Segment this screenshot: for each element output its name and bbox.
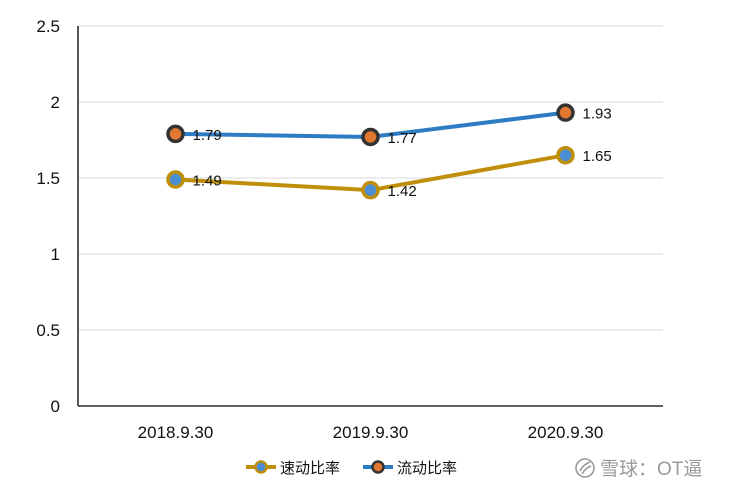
data-label: 1.49 [193,173,222,190]
watermark-text: 雪球：OT逼 [600,458,702,480]
x-tick-labels: 2018.9.30 2019.9.30 2020.9.30 [138,423,604,442]
data-point [361,180,380,200]
data-point [166,170,185,189]
y-tick-labels: 0 0.5 1 1.5 2 2.5 [36,17,60,416]
snowball-logo-icon [575,458,595,478]
data-label: 1.65 [583,148,612,165]
data-point [556,145,575,165]
legend-marker [371,460,385,474]
y-tick-label: 1.5 [36,169,60,188]
data-point [166,124,185,144]
legend-label: 流动比率 [397,460,457,477]
series-layer: 1.49 1.42 1.65 1.79 1.77 1.93 [166,103,612,200]
series-2: 1.79 1.77 1.93 [166,103,612,147]
x-tick-label: 2018.9.30 [138,423,214,442]
data-label: 1.79 [193,127,222,144]
data-label: 1.42 [388,183,417,200]
y-tick-label: 0 [51,397,60,416]
data-point [361,127,380,147]
y-tick-label: 2.5 [36,17,60,36]
data-label: 1.77 [388,130,417,147]
y-tick-label: 1 [51,245,60,264]
watermark: 雪球：OT逼 [575,458,702,480]
y-tick-label: 2 [51,93,60,112]
data-point [556,103,575,122]
data-label: 1.93 [583,106,612,123]
legend-item: 速动比率 [246,460,340,477]
legend-marker [254,460,268,474]
axes [77,26,663,407]
legend-label: 速动比率 [280,460,340,477]
x-tick-label: 2019.9.30 [333,423,409,442]
legend: 速动比率 流动比率 [246,460,457,477]
legend-item: 流动比率 [363,460,457,477]
gridlines [78,25,663,331]
y-tick-label: 0.5 [36,321,60,340]
series-1: 1.49 1.42 1.65 [166,145,612,200]
x-tick-label: 2020.9.30 [528,423,604,442]
